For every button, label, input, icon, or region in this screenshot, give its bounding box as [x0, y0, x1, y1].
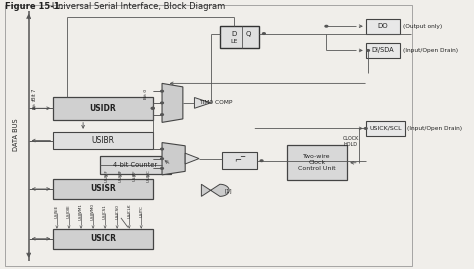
Circle shape [161, 168, 164, 169]
Text: (Input/Open Drain): (Input/Open Drain) [403, 48, 458, 53]
Bar [366, 19, 401, 34]
Circle shape [161, 102, 164, 104]
Text: USICIF: USICIF [118, 169, 122, 182]
Text: (Input/Open Drain): (Input/Open Drain) [407, 126, 463, 131]
Polygon shape [162, 83, 183, 122]
Bar [53, 179, 153, 199]
Text: USIDC: USIDC [146, 169, 150, 182]
Text: Bit 0: Bit 0 [144, 89, 148, 99]
Text: LE: LE [230, 39, 237, 44]
Circle shape [325, 26, 328, 27]
Bar [287, 145, 347, 180]
Text: DI/SDA: DI/SDA [372, 47, 394, 54]
Text: Q: Q [246, 31, 251, 37]
Text: USIWM0: USIWM0 [91, 203, 95, 220]
Bar [366, 121, 405, 136]
Text: [1]: [1] [225, 188, 232, 193]
Text: USISR: USISR [90, 185, 116, 193]
Text: DO: DO [378, 23, 388, 29]
Circle shape [151, 107, 154, 109]
Text: Two-wire
Clock
Control Unit: Two-wire Clock Control Unit [298, 154, 336, 171]
Text: D: D [231, 31, 237, 37]
Text: USIBR: USIBR [91, 136, 115, 145]
Text: USIPF: USIPF [132, 170, 136, 182]
Bar [100, 156, 171, 174]
Text: USIOIE: USIOIE [67, 204, 71, 218]
Text: (Output only): (Output only) [403, 24, 442, 29]
Text: USISIF: USISIF [104, 169, 109, 182]
Circle shape [263, 33, 265, 34]
Polygon shape [201, 184, 229, 196]
Text: USISIE: USISIE [55, 205, 59, 218]
Polygon shape [194, 97, 210, 108]
Circle shape [151, 107, 154, 109]
Bar [366, 43, 401, 58]
Circle shape [161, 90, 164, 92]
Circle shape [260, 160, 263, 161]
Text: Bit 7: Bit 7 [32, 89, 37, 100]
Bar [53, 229, 153, 249]
Text: Figure 15-1.: Figure 15-1. [5, 2, 63, 11]
Bar [222, 152, 257, 169]
Circle shape [161, 114, 164, 115]
Bar [53, 97, 153, 120]
Circle shape [161, 148, 164, 150]
Text: USICR: USICR [90, 234, 116, 243]
Circle shape [365, 128, 367, 129]
Text: Universal Serial Interface, Block Diagram: Universal Serial Interface, Block Diagra… [44, 2, 225, 11]
Circle shape [367, 50, 369, 51]
Text: USIDR: USIDR [90, 104, 117, 113]
Polygon shape [162, 143, 185, 175]
Text: CLOCK
HOLD: CLOCK HOLD [343, 136, 359, 147]
Text: USICLK: USICLK [127, 204, 131, 218]
Text: Bit 7: Bit 7 [33, 99, 37, 109]
Text: DATA BUS: DATA BUS [13, 118, 19, 151]
Text: 4-bit Counter: 4-bit Counter [113, 162, 157, 168]
Text: TIM0 COMP: TIM0 COMP [199, 100, 233, 105]
Text: USICS1: USICS1 [103, 204, 107, 218]
Bar [220, 26, 259, 48]
Circle shape [161, 158, 164, 160]
Text: USIWM1: USIWM1 [79, 203, 83, 220]
Polygon shape [185, 153, 199, 164]
Text: USITC: USITC [139, 205, 143, 217]
Text: ⌐‾: ⌐‾ [234, 156, 245, 165]
Bar [53, 132, 153, 149]
Text: USICS0: USICS0 [115, 204, 119, 219]
Bar [5, 5, 412, 266]
Text: USICK/SCL: USICK/SCL [369, 126, 402, 131]
